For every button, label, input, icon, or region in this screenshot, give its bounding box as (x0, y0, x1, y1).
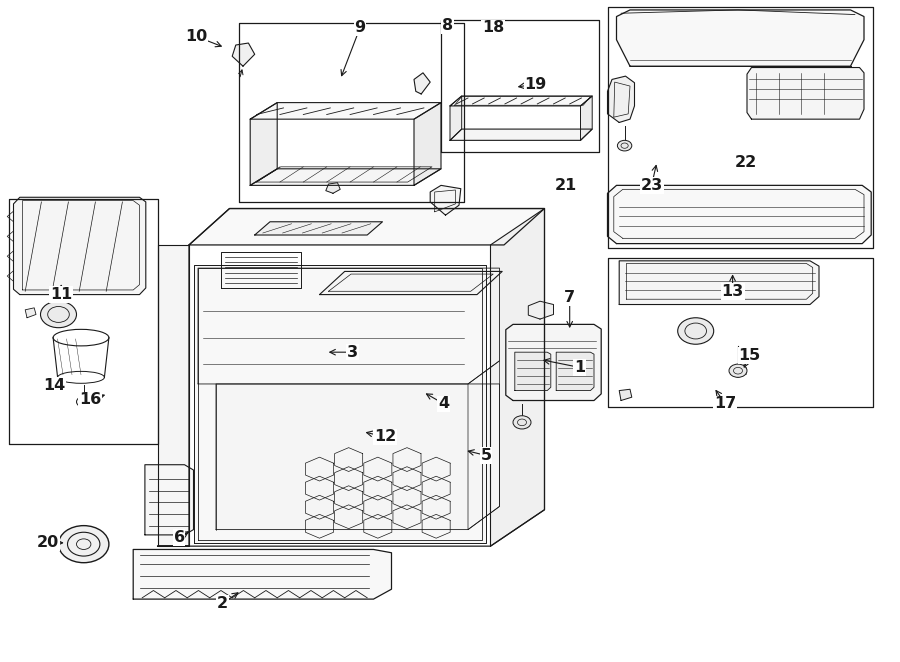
Polygon shape (450, 96, 462, 140)
Text: 8: 8 (442, 19, 453, 33)
Text: 6: 6 (174, 530, 184, 545)
Polygon shape (616, 10, 864, 66)
Polygon shape (619, 261, 819, 305)
Polygon shape (491, 209, 544, 546)
Circle shape (617, 140, 632, 151)
Text: 3: 3 (347, 345, 358, 359)
Polygon shape (506, 324, 601, 401)
Polygon shape (528, 301, 554, 319)
Text: 15: 15 (739, 348, 760, 363)
Polygon shape (255, 222, 382, 235)
Polygon shape (747, 68, 864, 119)
Text: 20: 20 (37, 536, 58, 550)
Polygon shape (326, 183, 340, 193)
Text: 16: 16 (79, 393, 101, 407)
Polygon shape (14, 197, 146, 295)
Text: 19: 19 (525, 77, 546, 91)
Polygon shape (189, 209, 544, 245)
Polygon shape (414, 73, 430, 94)
Text: 10: 10 (185, 29, 207, 44)
Circle shape (76, 397, 91, 407)
Text: 13: 13 (722, 284, 743, 299)
Text: 23: 23 (641, 178, 662, 193)
Polygon shape (250, 103, 277, 185)
Text: 9: 9 (355, 21, 365, 35)
Polygon shape (250, 169, 441, 185)
Polygon shape (145, 465, 194, 535)
Circle shape (58, 526, 109, 563)
Text: 12: 12 (374, 430, 396, 444)
Text: 7: 7 (564, 291, 575, 305)
Text: 17: 17 (715, 397, 736, 411)
Polygon shape (608, 185, 871, 244)
Polygon shape (194, 265, 486, 543)
Polygon shape (158, 245, 189, 546)
Text: 4: 4 (438, 397, 449, 411)
Polygon shape (216, 384, 500, 530)
Polygon shape (250, 103, 441, 119)
Polygon shape (320, 271, 502, 295)
Polygon shape (450, 129, 592, 140)
Circle shape (513, 416, 531, 429)
Circle shape (729, 364, 747, 377)
Text: 22: 22 (735, 155, 757, 169)
Polygon shape (619, 389, 632, 401)
Polygon shape (414, 103, 441, 185)
Polygon shape (430, 185, 461, 215)
Text: 1: 1 (574, 360, 585, 375)
Text: 14: 14 (43, 378, 65, 393)
Text: 5: 5 (481, 448, 491, 463)
Polygon shape (580, 96, 592, 140)
Text: 2: 2 (217, 596, 228, 611)
Circle shape (40, 301, 76, 328)
Polygon shape (450, 96, 592, 106)
Polygon shape (232, 43, 255, 66)
Polygon shape (556, 352, 594, 391)
Text: 21: 21 (555, 178, 577, 193)
Text: 18: 18 (482, 21, 504, 35)
Polygon shape (133, 549, 392, 599)
Polygon shape (25, 308, 36, 318)
Polygon shape (515, 352, 551, 391)
Circle shape (678, 318, 714, 344)
Text: 11: 11 (50, 287, 72, 302)
Polygon shape (608, 76, 634, 122)
